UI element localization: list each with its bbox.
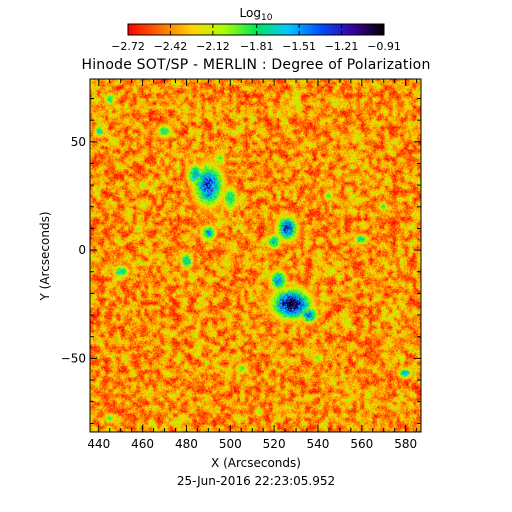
x-tick-label: 520 <box>263 437 286 451</box>
colorbar-tick-label: −2.42 <box>154 40 188 53</box>
colorbar-tick-label: −1.81 <box>240 40 274 53</box>
y-tick-label: 50 <box>71 135 86 149</box>
colorbar-title: Log10 <box>240 6 273 23</box>
x-tick-label: 540 <box>307 437 330 451</box>
heatmap <box>89 78 422 433</box>
colorbar-tick-label: −2.12 <box>196 40 230 53</box>
colorbar-tick-label: −2.72 <box>111 40 145 53</box>
y-tick-label: −50 <box>61 351 86 365</box>
x-axis-label: X (Arcseconds) <box>211 456 301 470</box>
colorbar-bar <box>127 23 385 36</box>
x-tick-label: 500 <box>219 437 242 451</box>
colorbar-tick-label: −1.21 <box>325 40 359 53</box>
heatmap-image <box>90 79 421 432</box>
x-tick-label: 480 <box>175 437 198 451</box>
y-tick-label: 0 <box>78 243 86 257</box>
x-axis: 440 460 480 500 520 540 560 580 <box>87 79 418 451</box>
x-tick-label: 560 <box>350 437 373 451</box>
colorbar-title-subscript: 10 <box>261 13 273 23</box>
y-axis-label: Y (Arcseconds) <box>38 211 52 301</box>
timestamp: 25-Jun-2016 22:23:05.952 <box>177 474 335 488</box>
chart-title: Hinode SOT/SP - MERLIN : Degree of Polar… <box>81 57 430 73</box>
colorbar-tick-label: −1.51 <box>282 40 316 53</box>
x-tick-label: 460 <box>131 437 154 451</box>
colorbar-tick-label: −0.91 <box>367 40 401 53</box>
colorbar-title-base: Log <box>240 6 261 20</box>
colorbar: Log10 −2.72 −2.42 −2.12 −1.81 −1.51 −1.21 −0.9… <box>111 6 401 53</box>
y-axis: −50 0 50 <box>61 97 421 424</box>
plot-frame <box>89 78 422 433</box>
colorbar-ticks: −2.72 −2.42 −2.12 −1.81 −1.51 −1.21 −0.91 <box>111 24 401 53</box>
x-tick-label: 440 <box>87 437 110 451</box>
x-tick-label: 580 <box>394 437 417 451</box>
